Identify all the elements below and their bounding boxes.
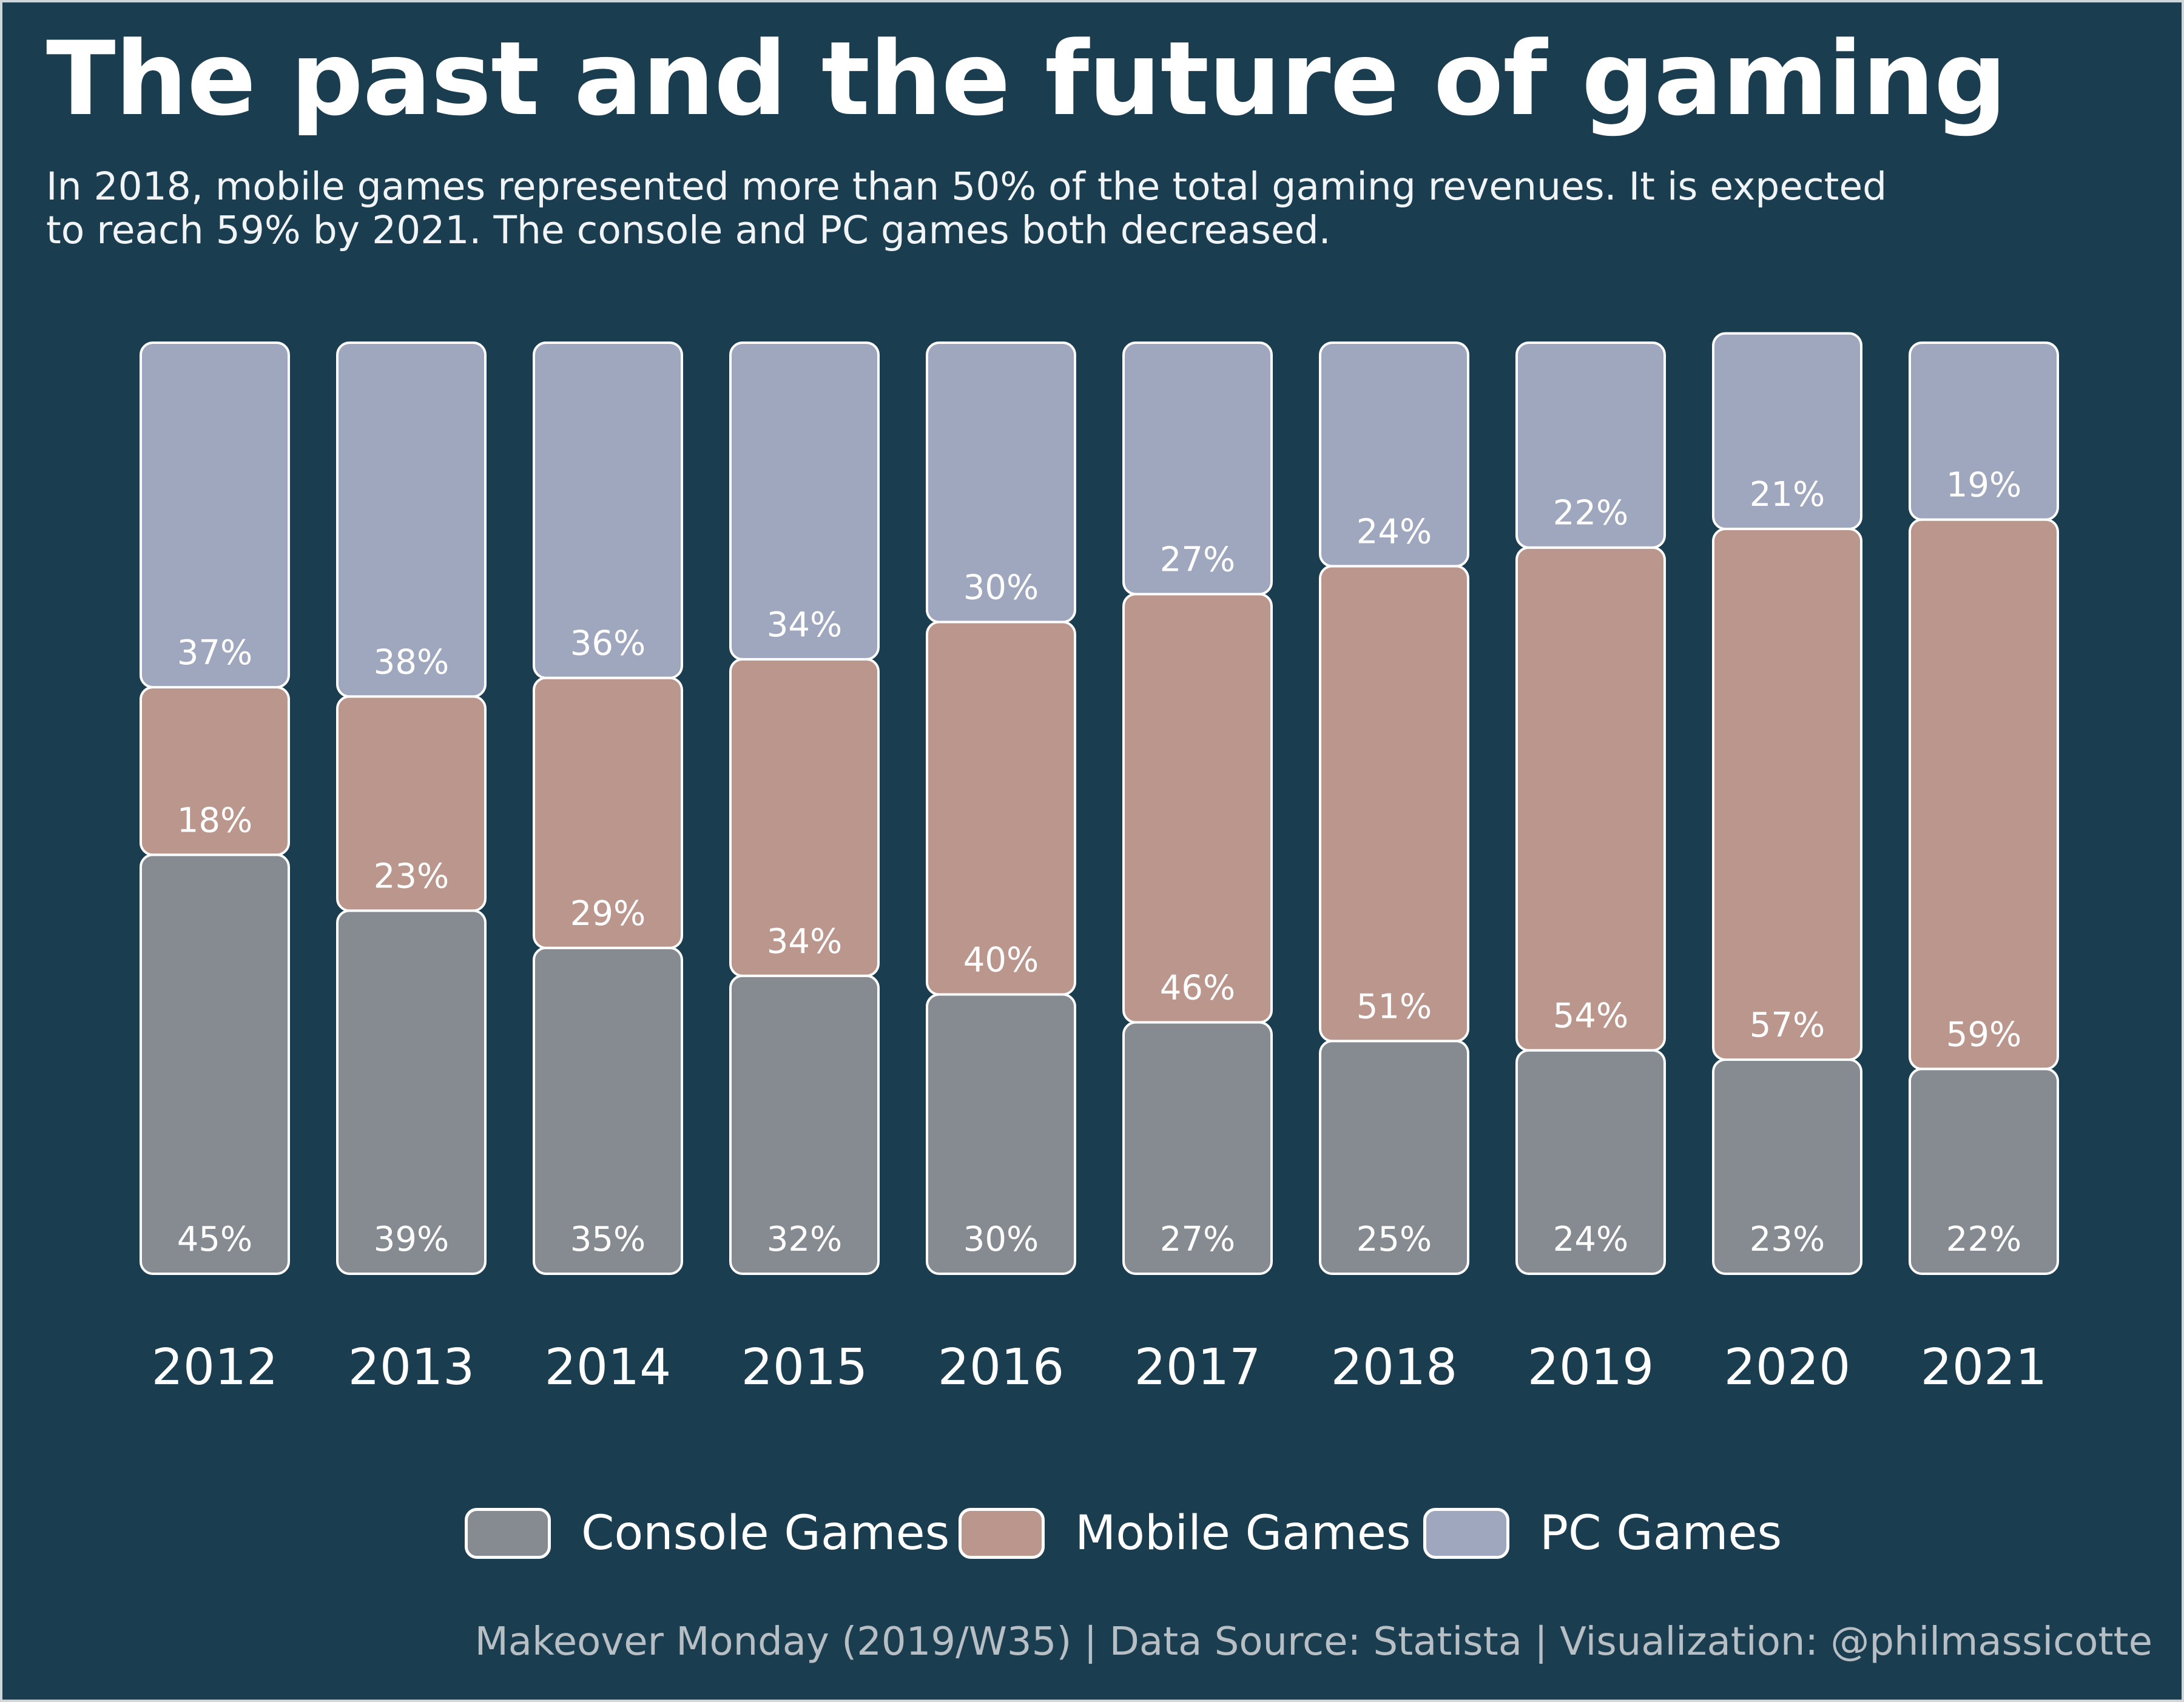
label-mobile-2012: 18% <box>177 801 252 840</box>
chart-legend: Console Games Mobile Games PC Games <box>0 1503 2184 1564</box>
bar-pc-2015 <box>729 341 880 661</box>
bar-mobile-2017 <box>1122 593 1273 1024</box>
label-console-2016: 30% <box>963 1220 1039 1259</box>
bar-pc-2016 <box>926 341 1076 624</box>
x-tick-2015: 2015 <box>741 1339 868 1396</box>
x-tick-2020: 2020 <box>1724 1339 1851 1396</box>
chart-title: The past and the future of gaming <box>46 19 2007 138</box>
label-pc-2018: 24% <box>1357 512 1432 551</box>
bar-pc-2014 <box>533 341 683 679</box>
label-console-2021: 22% <box>1946 1220 2021 1259</box>
legend-swatch-console <box>465 1508 551 1559</box>
label-pc-2017: 27% <box>1160 540 1235 579</box>
label-console-2014: 35% <box>570 1220 645 1259</box>
label-mobile-2016: 40% <box>963 941 1039 980</box>
bar-pc-2019 <box>1515 341 1666 549</box>
bar-pc-2021 <box>1909 341 2059 521</box>
label-mobile-2015: 34% <box>767 922 842 961</box>
x-tick-2014: 2014 <box>545 1339 672 1396</box>
label-pc-2012: 37% <box>177 633 252 673</box>
legend-item-pc: PC Games <box>1423 1503 1782 1564</box>
bar-pc-2013 <box>336 341 487 698</box>
label-pc-2020: 21% <box>1750 475 1825 514</box>
bar-mobile-2016 <box>926 621 1076 996</box>
legend-item-console: Console Games <box>465 1503 949 1564</box>
bar-pc-2018 <box>1319 341 1469 568</box>
bar-mobile-2021 <box>1909 518 2059 1071</box>
label-mobile-2013: 23% <box>374 856 449 896</box>
chart-credit: Makeover Monday (2019/W35) | Data Source… <box>474 1620 2152 1664</box>
label-pc-2015: 34% <box>767 605 842 645</box>
legend-swatch-mobile <box>959 1508 1045 1559</box>
label-console-2013: 39% <box>374 1220 449 1259</box>
label-pc-2013: 38% <box>374 642 449 682</box>
bar-pc-2020 <box>1712 332 1862 531</box>
label-console-2019: 24% <box>1553 1220 1628 1259</box>
legend-swatch-pc <box>1423 1508 1509 1559</box>
legend-label-pc: PC Games <box>1540 1506 1782 1561</box>
bar-mobile-2018 <box>1319 565 1469 1043</box>
label-console-2015: 32% <box>767 1220 842 1259</box>
legend-label-mobile: Mobile Games <box>1075 1506 1411 1561</box>
label-pc-2021: 19% <box>1946 466 2021 505</box>
chart-subtitle: In 2018, mobile games represented more t… <box>46 164 1887 252</box>
bar-mobile-2019 <box>1515 546 1666 1052</box>
x-tick-2016: 2016 <box>938 1339 1065 1396</box>
bar-pc-2017 <box>1122 341 1273 596</box>
label-console-2018: 25% <box>1357 1220 1432 1259</box>
label-mobile-2018: 51% <box>1357 987 1432 1026</box>
bar-mobile-2020 <box>1712 528 1862 1061</box>
label-pc-2019: 22% <box>1553 494 1628 533</box>
x-tick-2018: 2018 <box>1331 1339 1458 1396</box>
bar-console-2012 <box>140 853 290 1275</box>
x-tick-2013: 2013 <box>348 1339 475 1396</box>
legend-label-console: Console Games <box>581 1506 950 1561</box>
legend-item-mobile: Mobile Games <box>959 1503 1411 1564</box>
x-tick-2019: 2019 <box>1528 1339 1654 1396</box>
bar-pc-2012 <box>140 341 290 688</box>
label-mobile-2020: 57% <box>1750 1006 1825 1045</box>
x-tick-2017: 2017 <box>1134 1339 1261 1396</box>
x-tick-2021: 2021 <box>1921 1339 2048 1396</box>
x-tick-2012: 2012 <box>152 1339 278 1396</box>
label-pc-2014: 36% <box>570 624 645 664</box>
stacked-bar-chart: 45% 18% 37% 2012 39% 23% 38% 2013 35% 29% 36% 2014 3… <box>140 332 2059 1396</box>
label-mobile-2019: 54% <box>1553 997 1628 1036</box>
label-mobile-2014: 29% <box>570 894 645 933</box>
label-console-2017: 27% <box>1160 1220 1235 1259</box>
label-console-2020: 23% <box>1750 1220 1825 1259</box>
label-mobile-2021: 59% <box>1946 1015 2021 1054</box>
label-console-2012: 45% <box>177 1220 252 1259</box>
label-pc-2016: 30% <box>963 568 1039 608</box>
label-mobile-2017: 46% <box>1160 969 1235 1008</box>
